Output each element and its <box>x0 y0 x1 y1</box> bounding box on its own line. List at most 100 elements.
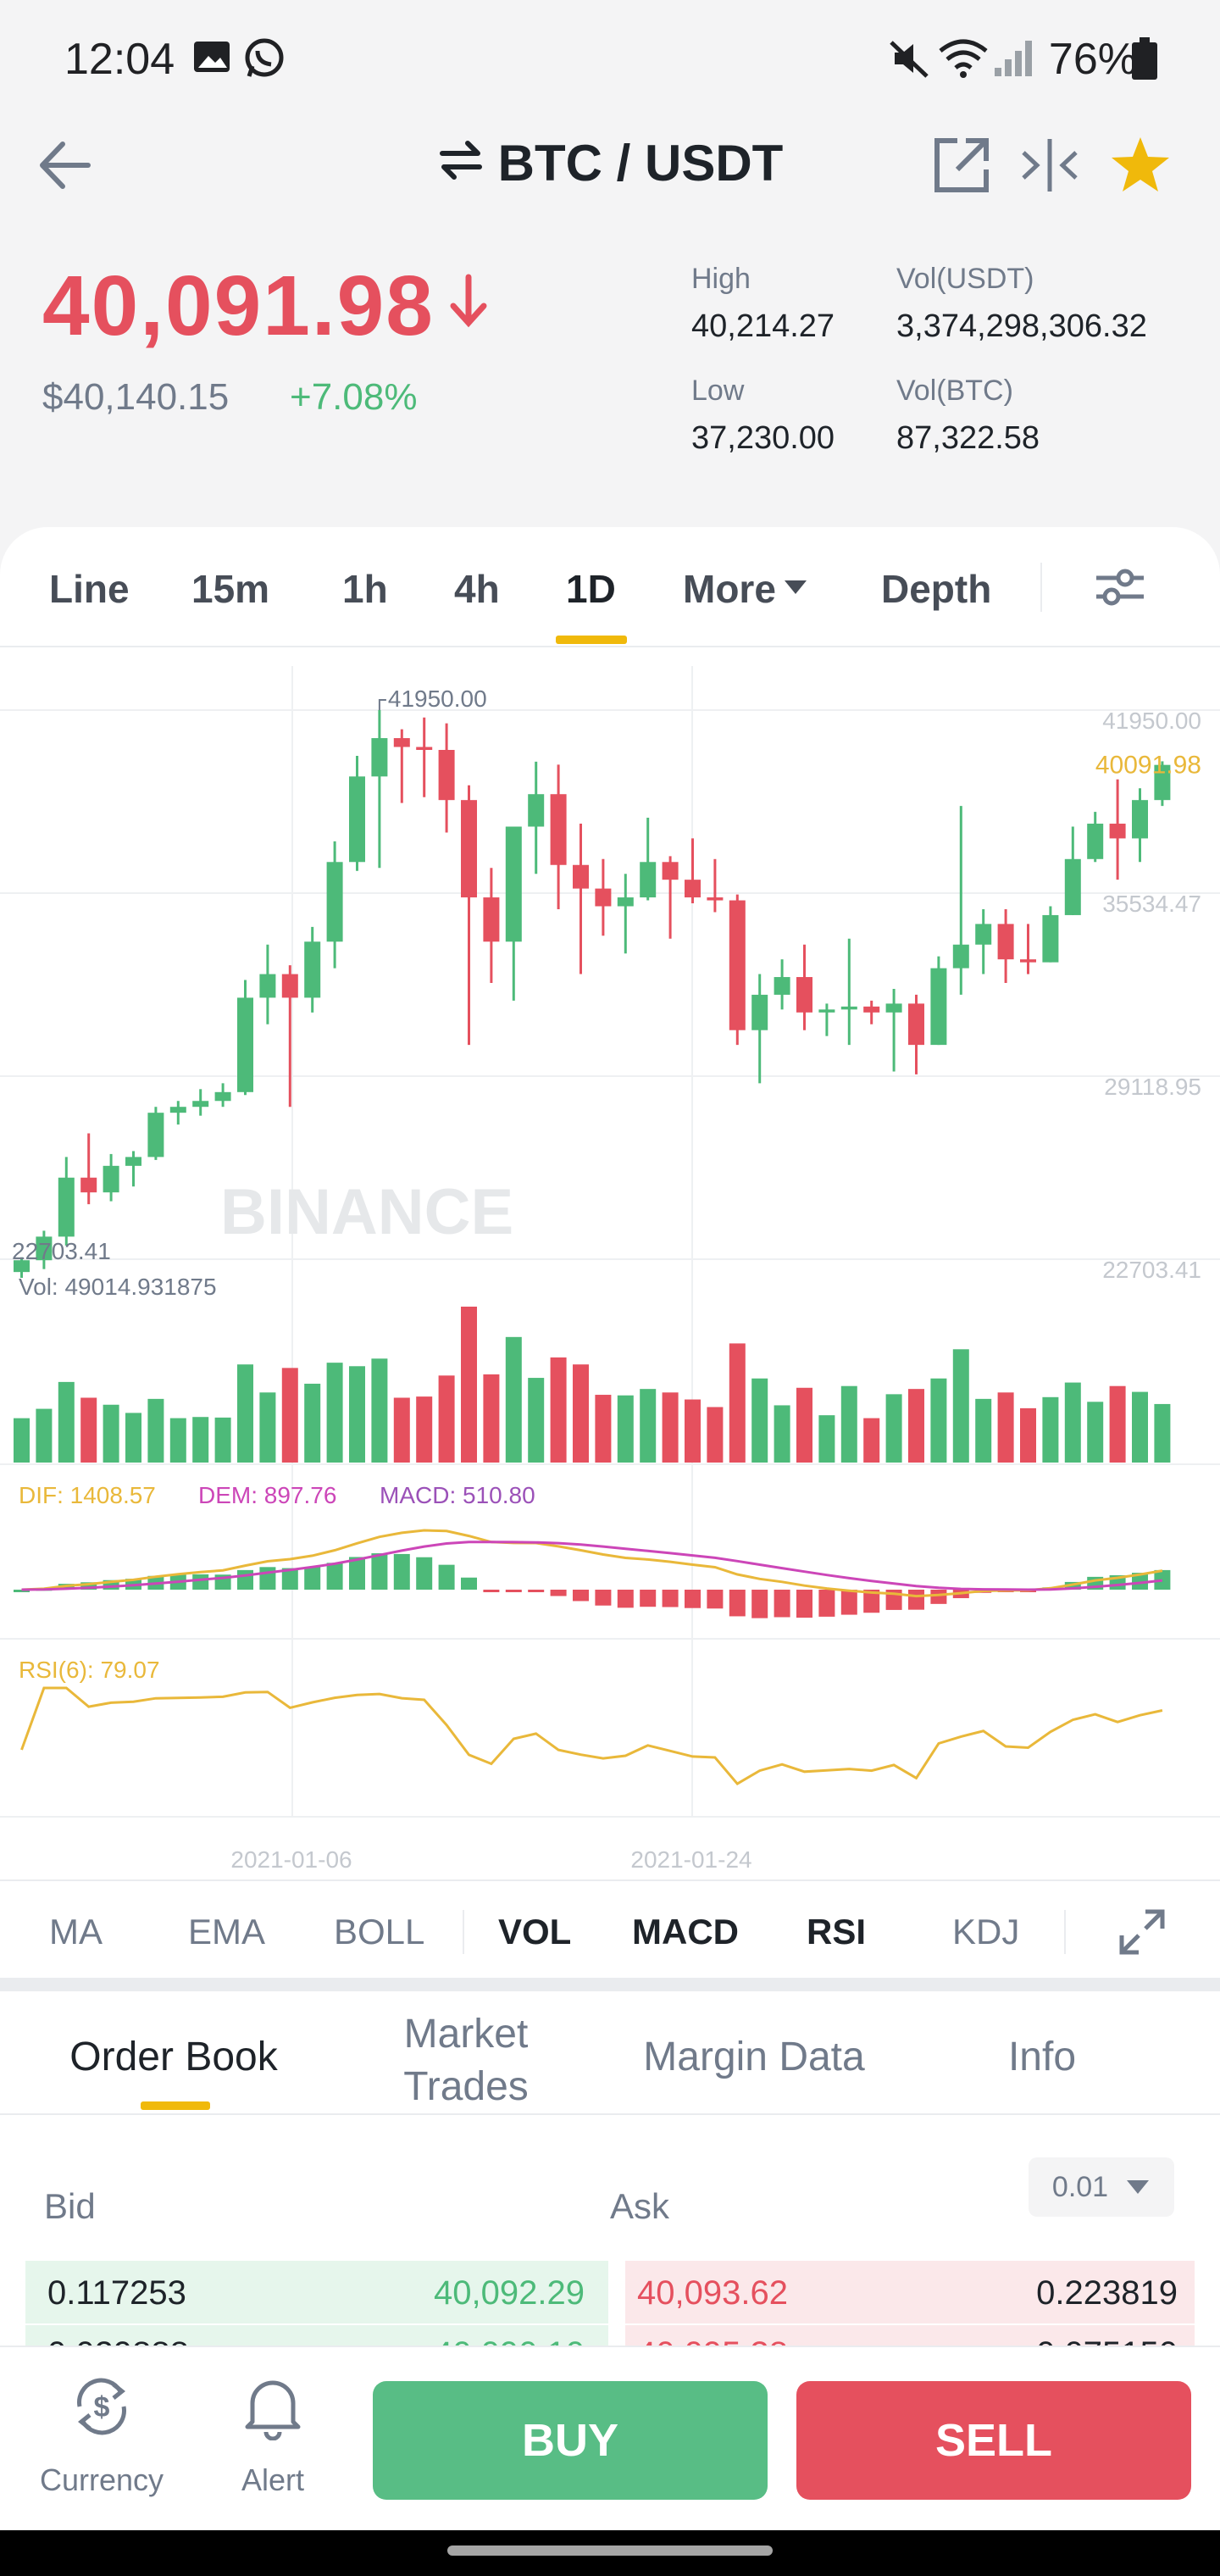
compare-icon[interactable] <box>1020 137 1079 193</box>
low-value: 37,230.00 <box>691 420 835 456</box>
price-axis-label: 41950.00 <box>1102 708 1201 734</box>
buy-button[interactable]: BUY <box>373 2381 768 2500</box>
candle-body <box>729 900 746 1030</box>
candle-body <box>192 1101 209 1108</box>
candle-body <box>259 974 276 998</box>
macd-histogram-bar <box>103 1579 119 1590</box>
indicator-ema[interactable]: EMA <box>188 1912 266 1951</box>
chart-settings-icon[interactable] <box>1093 563 1147 612</box>
candle-body <box>1109 824 1126 839</box>
macd-histogram-bar <box>528 1590 545 1592</box>
whatsapp-icon <box>245 38 284 77</box>
macd-histogram-bar <box>863 1590 880 1613</box>
volume-bar <box>214 1417 231 1463</box>
candles-layer <box>14 710 1171 1279</box>
volume-bar <box>685 1399 701 1463</box>
back-arrow-icon[interactable] <box>34 136 98 195</box>
candle-body <box>281 974 298 998</box>
candle-body <box>237 997 253 1092</box>
candle-body <box>483 897 500 942</box>
candle-body <box>1087 824 1104 859</box>
tab-order-book[interactable]: Order Book <box>69 2035 278 2079</box>
candle-body <box>751 994 768 1030</box>
ask-price[interactable]: 40,093.62 <box>637 2274 788 2312</box>
fullscreen-icon[interactable] <box>1118 1908 1166 1956</box>
volume-bar <box>505 1336 522 1463</box>
tab-info[interactable]: Info <box>1007 2035 1077 2079</box>
high-label: High <box>691 263 751 295</box>
indicator-ma[interactable]: MA <box>49 1912 103 1951</box>
tab-1d[interactable]: 1D <box>566 567 616 611</box>
candle-body <box>1042 914 1059 963</box>
rsi-line <box>20 1686 1163 1786</box>
candle-body <box>438 749 455 801</box>
indicator-macd[interactable]: MACD <box>632 1912 739 1951</box>
bid-quantity[interactable]: 0.117253 <box>47 2274 186 2312</box>
rsi-label: RSI(6): 79.07 <box>19 1657 160 1683</box>
pair-label: BTC / USDT <box>497 135 784 192</box>
date-axis-label: 2021-01-24 <box>630 1846 751 1873</box>
candle-body <box>528 794 545 827</box>
volume-bar <box>1154 1403 1171 1463</box>
candle-body <box>818 1009 835 1013</box>
indicator-kdj[interactable]: KDJ <box>952 1912 1020 1951</box>
favorite-star-icon[interactable] <box>1108 134 1173 195</box>
volume-bar <box>595 1395 612 1463</box>
volume-bar <box>1020 1407 1036 1463</box>
tab-margin-data[interactable]: Margin Data <box>643 2035 865 2079</box>
bid-price[interactable]: 40,092.29 <box>434 2274 585 2312</box>
tab-line[interactable]: Line <box>49 567 130 611</box>
arrow-down-icon <box>450 274 487 328</box>
tab-divider <box>1040 563 1042 612</box>
macd-histogram-bar <box>685 1590 701 1608</box>
candle-body <box>550 794 567 865</box>
candle-body <box>58 1177 75 1237</box>
tab-depth[interactable]: Depth <box>881 567 992 611</box>
macd-histogram-bar <box>304 1567 321 1590</box>
indicator-boll[interactable]: BOLL <box>334 1912 425 1951</box>
vol-btc-label: Vol(BTC) <box>896 375 1013 407</box>
macd-histogram-layer <box>14 1553 1171 1618</box>
candle-body <box>461 800 477 898</box>
tab-market-trades[interactable]: Market Trades <box>403 2012 529 2109</box>
macd-histogram-bar <box>80 1582 97 1590</box>
volume-bar <box>483 1374 500 1463</box>
tab-4h[interactable]: 4h <box>454 567 500 611</box>
tab-more[interactable]: More <box>683 566 808 612</box>
home-indicator[interactable] <box>447 2545 773 2556</box>
volume-bar <box>393 1397 410 1463</box>
macd-histogram-bar <box>729 1590 746 1617</box>
currency-button[interactable]: $ Currency <box>17 2364 186 2508</box>
pair-title[interactable]: BTC / USDT <box>0 134 1220 192</box>
candle-body <box>685 880 701 898</box>
indicator-vol[interactable]: VOL <box>498 1912 572 1951</box>
macd-dif-label: DIF: 1408.57 <box>19 1482 156 1508</box>
sell-button[interactable]: SELL <box>796 2381 1191 2500</box>
tab-15m[interactable]: 15m <box>191 567 270 611</box>
candle-body <box>997 924 1014 960</box>
tab-1h[interactable]: 1h <box>342 567 388 611</box>
candlestick-chart[interactable]: BINANCE 41950.00 35534.47 29118.95 22703… <box>0 649 1220 1878</box>
volume-bar <box>885 1394 902 1463</box>
vol-usdt-label: Vol(USDT) <box>896 263 1034 295</box>
volume-bar <box>908 1389 924 1463</box>
alert-button[interactable]: Alert <box>188 2364 358 2508</box>
volume-bar <box>36 1408 53 1463</box>
candle-body <box>36 1236 53 1261</box>
macd-histogram-bar <box>416 1557 433 1590</box>
macd-histogram-bar <box>617 1590 634 1608</box>
macd-histogram-bar <box>326 1563 343 1590</box>
macd-histogram-bar <box>259 1567 276 1590</box>
candle-body <box>505 826 522 942</box>
volume-bar <box>1064 1382 1081 1463</box>
volume-bar <box>573 1364 589 1463</box>
date-axis-label: 2021-01-06 <box>230 1846 352 1873</box>
precision-select[interactable]: 0.01 <box>1029 2157 1174 2217</box>
ask-quantity[interactable]: 0.223819 <box>1036 2274 1178 2312</box>
macd-histogram-bar <box>573 1590 589 1602</box>
gesture-bar <box>0 2530 1220 2576</box>
share-icon[interactable] <box>932 136 991 195</box>
bid-column-label: Bid <box>44 2186 96 2226</box>
high-value: 40,214.27 <box>691 308 835 344</box>
indicator-rsi[interactable]: RSI <box>807 1912 867 1951</box>
